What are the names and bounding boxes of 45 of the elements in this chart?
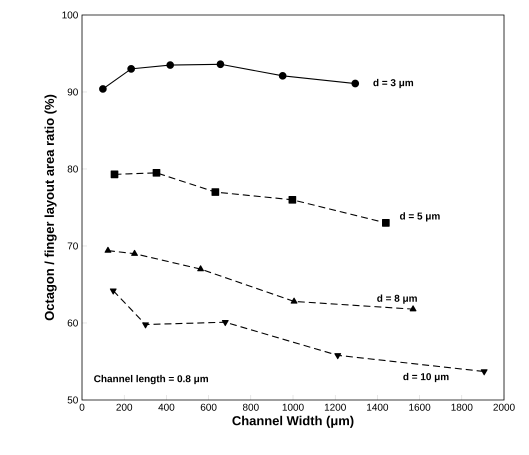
point [197, 265, 204, 272]
x-tick-label: 600 [200, 404, 217, 411]
point [110, 288, 117, 294]
point [131, 250, 138, 256]
point [127, 65, 136, 73]
point [216, 60, 224, 68]
x-tick-label: 2000 [493, 404, 515, 411]
point [351, 80, 360, 88]
x-tick-label: 0 [80, 404, 84, 411]
series-label: d = 10 μm [403, 372, 449, 382]
x-tick-label: 200 [116, 404, 132, 411]
point [212, 188, 220, 196]
y-tick-label: 50 [68, 396, 78, 404]
y-axis-title: Octagon / finger layout area ratio (%) [44, 94, 57, 320]
x-tick-label: 400 [158, 404, 174, 411]
x-tick-label: 1400 [367, 404, 388, 411]
point [334, 353, 342, 360]
point [410, 305, 416, 312]
y-tick-label: 60 [68, 319, 78, 327]
point [99, 85, 107, 93]
x-tick-label: 1000 [282, 404, 304, 411]
point [480, 369, 488, 376]
x-axis-title: Channel Width (μm) [232, 416, 354, 428]
y-tick-label: 80 [68, 165, 78, 173]
point [382, 219, 390, 227]
y-tick-label: 90 [68, 88, 78, 96]
point [278, 72, 287, 80]
series-label: d = 5 μm [400, 212, 440, 222]
point [152, 169, 160, 177]
x-tick-label: 1800 [451, 404, 472, 411]
point [166, 61, 174, 69]
x-tick-label: 1600 [409, 404, 430, 411]
point [110, 170, 118, 178]
series-label: d = 3 μm [373, 78, 414, 88]
y-tick-label: 100 [62, 11, 78, 19]
x-tick-label: 800 [242, 404, 259, 411]
series-label: d = 8 μm [377, 294, 417, 304]
point [104, 246, 112, 253]
x-tick-label: 1200 [324, 404, 346, 411]
point [288, 196, 296, 204]
y-tick-label: 70 [68, 242, 78, 250]
point [222, 320, 229, 326]
point [290, 298, 298, 304]
annotation: Channel length = 0.8 μm [94, 374, 208, 384]
point [142, 322, 149, 328]
